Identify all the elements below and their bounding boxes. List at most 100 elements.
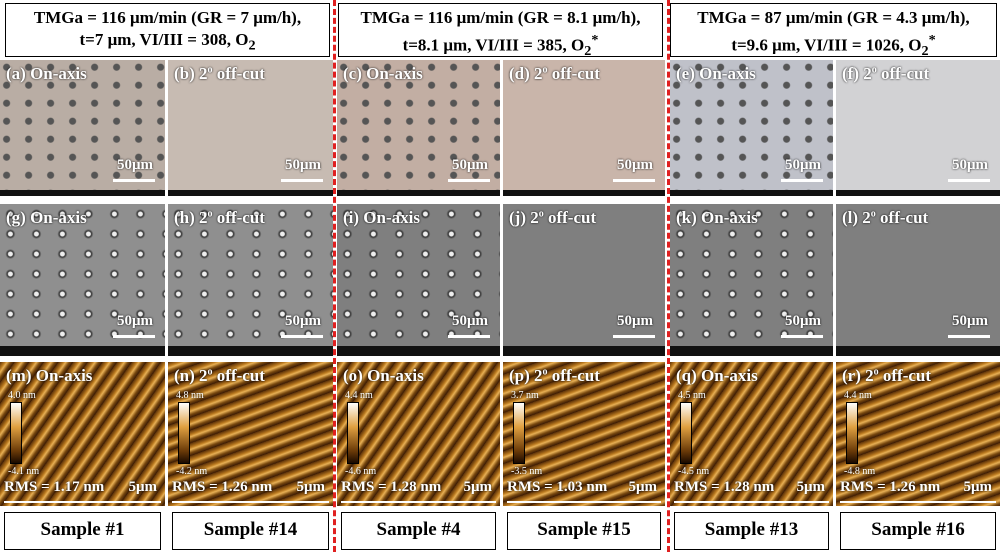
info-strip [168, 346, 333, 356]
color-min: -4.1 nm [8, 466, 40, 477]
panel-label: (n) 2o off-cut [174, 366, 265, 386]
panel-text: off-cut [547, 208, 597, 227]
degree-symbol: o [538, 208, 544, 220]
panel-id: (i) [343, 208, 360, 227]
panel-id: (j) [509, 208, 526, 227]
sample-label: Sample #13 [674, 512, 829, 550]
header-box: TMGa = 87 μm/min (GR = 4.3 μm/h), t=9.6 μ… [670, 3, 997, 60]
scale-text: 50μm [117, 157, 153, 173]
scale-bar [448, 335, 490, 338]
subscript: 2 [584, 43, 592, 60]
degree: 2 [863, 64, 872, 83]
header-line: TMGa = 87 μm/min (GR = 4.3 μm/h), [697, 8, 970, 27]
header-line: t=9.6 μm, VI/III = 1026, O [731, 35, 922, 55]
scale-text: 50μm [785, 313, 821, 329]
color-min: -4.5 nm [678, 466, 710, 477]
header-line: t=8.1 μm, VI/III = 385, O [402, 35, 585, 55]
scale-bar [281, 335, 323, 338]
sample-label: Sample #15 [507, 512, 661, 550]
panel-text: On-axis [701, 366, 758, 385]
panel-text: off-cut [216, 366, 265, 385]
optical-image: 50μm (a) On-axis [0, 60, 165, 196]
optical-image: 50μm (e) On-axis [670, 60, 833, 196]
sem-image: 50μm (k) On-axis [670, 204, 833, 356]
panel-label: (l) 2o off-cut [842, 208, 928, 228]
subscript: 2 [248, 37, 256, 54]
header-line: t=7 μm, VI/III = 308, O [79, 30, 249, 49]
panel-label: (m) On-axis [6, 366, 92, 386]
color-bar [178, 402, 190, 464]
scale-bar [613, 335, 655, 338]
scale-bar [948, 335, 990, 338]
panel-id: (p) [509, 366, 530, 385]
superscript: * [928, 32, 936, 48]
panel-id: (b) [174, 64, 195, 83]
panel-text: On-axis [35, 366, 93, 385]
scale-bar [281, 179, 323, 182]
scale-arrow [507, 501, 661, 503]
panel-id: (o) [343, 366, 363, 385]
rms-text: RMS = 1.03 nm [507, 479, 608, 495]
degree: 2 [534, 64, 543, 83]
scale-text: 50μm [285, 157, 321, 173]
info-strip [836, 190, 1000, 196]
degree: 2 [199, 366, 208, 385]
panel-label: (h) 2o off-cut [174, 208, 265, 228]
header-box: TMGa = 116 μm/min (GR = 7 μm/h), t=7 μm, … [5, 3, 330, 57]
panel-label: (i) On-axis [343, 208, 420, 228]
degree: 2 [530, 208, 539, 227]
panel-label: (j) 2o off-cut [509, 208, 596, 228]
scale-bar [448, 179, 490, 182]
panel-label: (b) 2o off-cut [174, 64, 265, 84]
panel-label: (a) On-axis [6, 64, 87, 84]
scale-arrow [674, 501, 829, 503]
panel-label: (f) 2o off-cut [842, 64, 929, 84]
sem-image: 50μm (h) 2o off-cut [168, 204, 333, 356]
panel-text: On-axis [701, 208, 758, 227]
panel-text: On-axis [30, 64, 87, 83]
scale-text: 50μm [785, 157, 821, 173]
panel-text: On-axis [30, 208, 87, 227]
degree-symbol: o [542, 64, 548, 76]
scale-text: 5μm [628, 479, 658, 495]
degree-symbol: o [207, 366, 213, 378]
scale-text: 50μm [285, 313, 321, 329]
panel-label: (k) On-axis [676, 208, 758, 228]
scale-text: 5μm [463, 479, 493, 495]
panel-id: (n) [174, 366, 195, 385]
panel-id: (c) [343, 64, 362, 83]
color-min: -4.6 nm [345, 466, 377, 477]
panel-text: off-cut [880, 208, 929, 227]
sem-image: 50μm (i) On-axis [337, 204, 500, 356]
afm-image: 4.5 nm -4.5 nm RMS = 1.28 nm 5μm (q) On-axis [670, 362, 833, 506]
panel-id: (q) [676, 366, 697, 385]
scale-text: 50μm [452, 157, 488, 173]
color-max: 4.5 nm [678, 390, 706, 401]
header-line: TMGa = 116 μm/min (GR = 7 μm/h), [33, 8, 302, 27]
degree: 2 [862, 208, 871, 227]
panel-label: (e) On-axis [676, 64, 756, 84]
sample-label: Sample #16 [840, 512, 996, 550]
color-bar [680, 402, 692, 464]
panel-label: (p) 2o off-cut [509, 366, 600, 386]
panel-text: On-axis [363, 208, 420, 227]
afm-image: 3.7 nm -3.5 nm RMS = 1.03 nm 5μm (p) 2o off-… [503, 362, 665, 506]
degree-symbol: o [207, 208, 213, 220]
color-min: -3.5 nm [511, 466, 543, 477]
scale-text: 5μm [963, 479, 993, 495]
panel-label: (o) On-axis [343, 366, 424, 386]
panel-label: (g) On-axis [6, 208, 87, 228]
scale-arrow [341, 501, 496, 503]
info-strip [670, 190, 833, 196]
sample-label: Sample #1 [4, 512, 161, 550]
info-strip [168, 190, 333, 196]
panel-id: (e) [676, 64, 695, 83]
degree-symbol: o [873, 366, 879, 378]
panel-id: (l) [842, 208, 859, 227]
optical-image: 50μm (d) 2o off-cut [503, 60, 665, 196]
subscript: 2 [921, 43, 929, 60]
panel-id: (a) [6, 64, 26, 83]
panel-id: (g) [6, 208, 26, 227]
scale-text: 5μm [796, 479, 826, 495]
info-strip [0, 190, 165, 196]
